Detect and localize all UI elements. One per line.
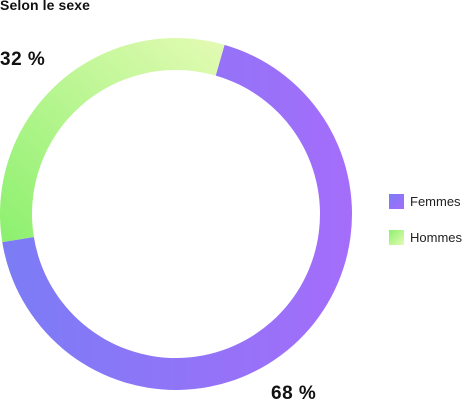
legend-swatch-hommes (389, 229, 404, 245)
legend-item-hommes: Hommes (389, 229, 462, 245)
chart-title: Selon le sexe (0, 0, 91, 13)
legend: Femmes Hommes (389, 193, 462, 265)
legend-label-hommes: Hommes (410, 229, 463, 245)
slice-label-hommes: 32 % (0, 49, 46, 70)
slice-label-femmes: 68 % (271, 383, 317, 404)
legend-item-femmes: Femmes (389, 193, 462, 209)
legend-swatch-femmes (389, 193, 404, 209)
legend-label-femmes: Femmes (410, 193, 461, 209)
slice-hommes (0, 38, 225, 243)
